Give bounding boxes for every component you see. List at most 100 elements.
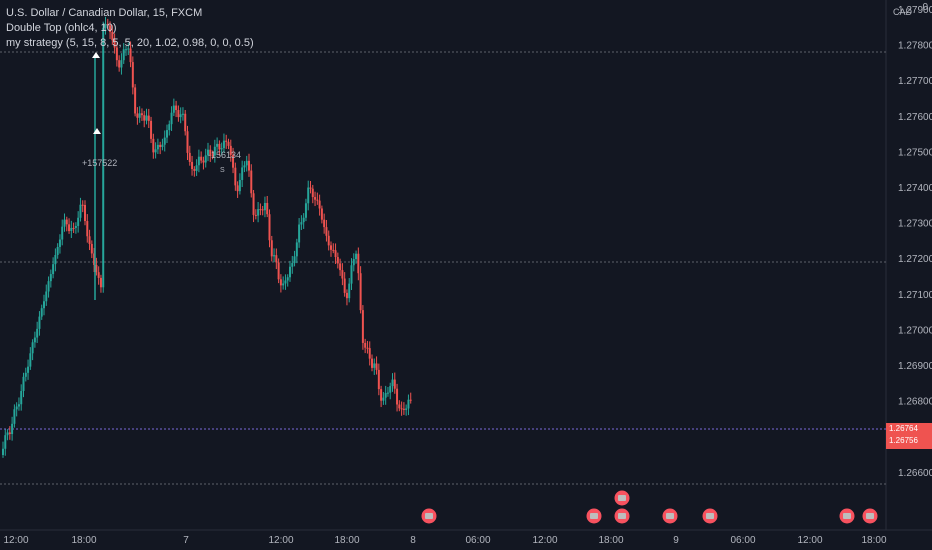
candle-body [115,47,118,61]
symbol-title[interactable]: U.S. Dollar / Canadian Dollar, 15, FXCM [6,7,203,19]
candle-body [15,406,18,410]
candle-body [252,193,255,215]
candle-body [298,224,301,243]
candle-body [24,372,27,377]
time-tick-label: 9 [673,535,679,546]
candle-body [380,389,383,401]
time-axis[interactable]: 12:00 18:00 7 12:00 18:00 8 06:00 12:00 18:00 9 06… [3,535,886,546]
candle-body [156,144,159,150]
candle-body [359,273,362,311]
candle-body [284,280,287,284]
currency-label[interactable]: CAD [892,7,912,17]
candle-body [61,226,64,240]
candle-body [166,130,168,138]
candle-body [373,363,376,368]
candle-body [339,263,342,271]
candle-body [129,48,132,63]
event-flag-icon [843,513,851,519]
candle-body [181,113,184,115]
trade-arrow-icon [93,128,101,134]
indicator-strategy[interactable]: my strategy (5, 15, 8, 5, 5, 20, 1.02, 0… [6,37,254,49]
candle-body [316,199,319,201]
candle-body [259,209,262,211]
candle-body [111,31,114,41]
event-flag-icon [590,513,598,519]
candle-body [386,392,389,394]
candle-body [245,160,248,166]
candle-body [202,160,205,163]
candle-body [273,255,276,257]
candle-body [409,399,412,401]
candle-body [136,113,139,118]
candle-body [31,342,34,354]
candle-body [38,316,41,329]
candle-body [398,404,401,409]
candle-body [405,408,408,410]
candle-body [95,264,98,273]
last-price-2: 1.26756 [889,436,918,445]
candle-body [282,283,285,286]
candle-body [277,262,280,280]
price-tick-label: 1.27200 [898,254,932,265]
candle-body [177,110,180,118]
candle-body [63,219,66,227]
candle-body [74,225,77,228]
scale-top-mark: 0 [922,2,928,13]
candle-body [184,113,187,132]
trade-annotations: +157522 -156134 S [82,150,241,174]
candle-body [330,245,332,250]
price-tick-label: 1.27600 [898,112,932,123]
candle-body [200,156,203,161]
sell-signal-label: S [220,167,225,174]
candle-body [140,113,143,116]
candle-body [113,40,116,48]
time-tick-label: 7 [183,535,189,546]
time-tick-label: 18:00 [71,535,96,546]
candle-body [49,274,52,282]
candle-body [211,155,214,157]
indicator-double-top[interactable]: Double Top (ohlc4, 10) [6,22,117,34]
candle-body [97,272,100,278]
candlestick-series [2,16,412,458]
candle-body [29,353,32,367]
candle-body [52,264,55,275]
candle-body [320,208,323,220]
candle-body [279,279,282,286]
candle-body [131,62,134,88]
candle-body [72,227,75,229]
candle-body [109,25,112,32]
time-tick-label: 18:00 [861,535,886,546]
candle-body [327,235,330,246]
candle-body [384,393,387,398]
candle-body [314,197,317,200]
candle-body [47,281,50,292]
candle-body [93,253,96,265]
candle-body [4,435,7,449]
time-tick-label: 18:00 [598,535,623,546]
time-tick-label: 12:00 [532,535,557,546]
candle-body [352,259,355,266]
time-tick-label: 06:00 [730,535,755,546]
candle-body [225,140,228,142]
candle-body [11,423,14,435]
candle-body [88,236,91,244]
price-tick-label: 1.26600 [898,468,932,479]
candle-body [154,149,157,153]
last-price: 1.26764 [889,424,918,433]
last-price-tag: 1.26764 1.26756 [886,423,932,449]
candle-body [250,170,253,194]
candle-body [134,87,137,114]
candle-body [382,397,385,401]
candle-body [393,379,396,389]
time-tick-label: 06:00 [465,535,490,546]
candle-body [195,165,198,171]
candle-body [79,204,82,218]
candle-body [65,219,68,225]
candle-body [289,266,291,278]
candle-body [334,250,337,258]
candle-body [368,348,371,359]
candle-body [325,227,328,236]
candle-body [170,112,173,125]
candle-body [27,366,30,373]
